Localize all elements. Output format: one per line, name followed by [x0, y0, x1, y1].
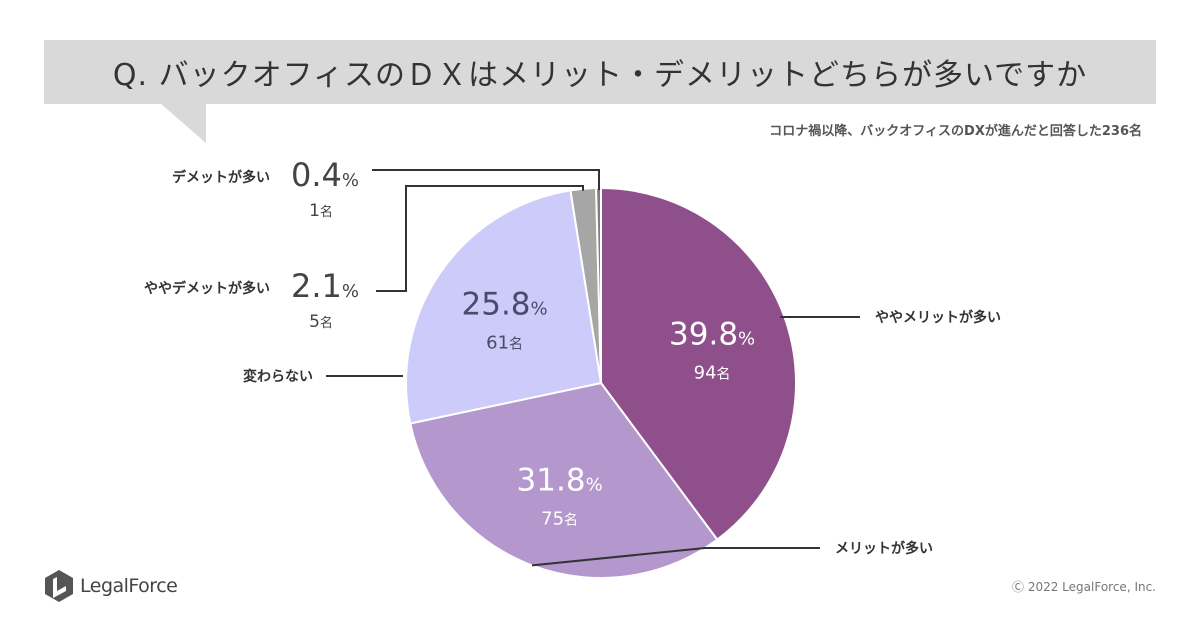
small-slice-label-3: 2.1% 5名 — [291, 267, 359, 332]
count-unit: 名 — [320, 204, 333, 220]
category-label-3: ややデメットが多い — [144, 280, 270, 297]
title-banner-tail — [160, 103, 206, 143]
slice-percent-3: 2.1% — [291, 267, 359, 305]
count-unit: 名 — [564, 512, 578, 528]
slice-count-2: 61名 — [486, 333, 523, 354]
slice-count-1: 75名 — [541, 508, 578, 529]
percent-unit: % — [738, 328, 755, 349]
legalforce-logo-icon — [45, 570, 73, 602]
copyright: Ⓒ 2022 LegalForce, Inc. — [1012, 580, 1156, 594]
slice-percent-4: 0.4% — [291, 156, 359, 194]
leader-line-4 — [372, 169, 600, 191]
category-label-1: メリットが多い — [835, 540, 933, 557]
category-label-2: 変わらない — [243, 368, 313, 385]
percent-unit: % — [586, 474, 603, 495]
leader-line-1 — [531, 547, 820, 567]
small-slice-label-4: 0.4% 1名 — [291, 156, 359, 221]
logo: LegalForce — [44, 568, 178, 604]
percent-unit: % — [342, 281, 359, 302]
pie-slice-2 — [405, 189, 603, 425]
count-unit: 名 — [320, 315, 333, 331]
pie-slice-0 — [600, 186, 797, 541]
category-label-4: デメットが多い — [172, 169, 270, 186]
slice-count-0: 94名 — [694, 362, 731, 383]
chart-subtitle: コロナ禍以降、バックオフィスのDXが進んだと回答した236名 — [769, 124, 1142, 139]
logo-text: LegalForce — [80, 575, 178, 597]
percent-unit: % — [531, 299, 548, 320]
slice-count-4: 1名 — [309, 201, 333, 221]
pie-slice-1 — [409, 381, 719, 579]
count-unit: 名 — [509, 337, 523, 353]
count-unit: 名 — [717, 366, 731, 382]
category-label-0: ややメリットが多い — [875, 309, 1001, 326]
title-banner — [44, 40, 1156, 104]
leader-line-3 — [376, 185, 584, 292]
slice-inner-label-2: 25.8%61名 — [462, 287, 548, 354]
percent-unit: % — [342, 170, 359, 191]
slice-count-3: 5名 — [309, 312, 333, 332]
chart-title: Q. バックオフィスのＤＸはメリット・デメリットどちらが多いですか — [112, 58, 1088, 93]
